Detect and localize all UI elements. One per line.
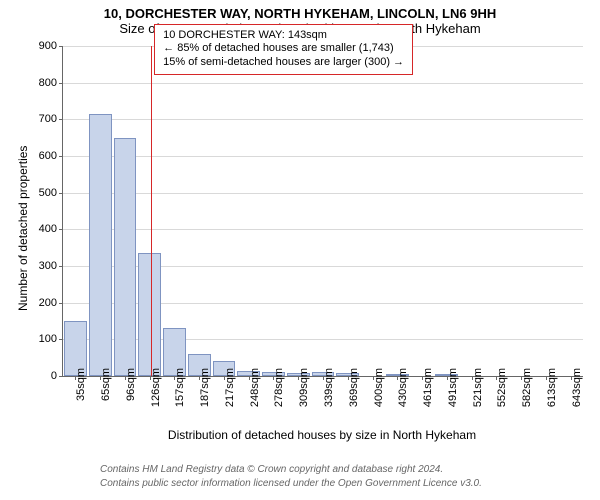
x-tick-label: 461sqm [422,368,434,407]
x-tick-label: 491sqm [447,368,459,407]
gridline [63,119,583,120]
x-tick-label: 521sqm [472,368,484,407]
x-tick-label: 339sqm [323,368,335,407]
footer-line-1: Contains HM Land Registry data © Crown c… [100,464,443,475]
annotation-line: 15% of semi-detached houses are larger (… [163,56,404,70]
gridline [63,83,583,84]
histogram-bar [89,114,112,376]
plot: 010020030040050060070080090035sqm65sqm96… [62,46,583,377]
x-tick-label: 96sqm [125,368,137,401]
x-tick-label: 430sqm [397,368,409,407]
marker-line [151,46,152,376]
x-axis-label: Distribution of detached houses by size … [62,428,582,442]
x-tick-label: 582sqm [521,368,533,407]
x-tick-label: 552sqm [496,368,508,407]
y-tick-label: 100 [23,333,57,345]
y-axis-label: Number of detached properties [16,146,30,311]
annotation-line: 10 DORCHESTER WAY: 143sqm [163,29,404,43]
y-tick-label: 700 [23,113,57,125]
chart-title: 10, DORCHESTER WAY, NORTH HYKEHAM, LINCO… [0,0,600,21]
x-tick-label: 278sqm [273,368,285,407]
x-tick-label: 248sqm [249,368,261,407]
gridline [63,156,583,157]
y-tick-label: 0 [23,370,57,382]
x-tick-label: 643sqm [571,368,583,407]
x-tick-label: 65sqm [100,368,112,401]
x-tick-label: 187sqm [199,368,211,407]
chart-area: 010020030040050060070080090035sqm65sqm96… [62,46,582,420]
gridline [63,193,583,194]
histogram-bar [114,138,137,376]
x-tick-label: 400sqm [373,368,385,407]
y-tick-label: 800 [23,77,57,89]
annotation-line: ← 85% of detached houses are smaller (1,… [163,42,404,56]
x-tick-label: 309sqm [298,368,310,407]
gridline [63,229,583,230]
footer-line-2: Contains public sector information licen… [100,478,482,489]
x-tick-label: 613sqm [546,368,558,407]
x-tick-label: 217sqm [224,368,236,407]
annotation-box: 10 DORCHESTER WAY: 143sqm← 85% of detach… [154,24,413,75]
y-tick-label: 900 [23,40,57,52]
histogram-bar [138,253,161,376]
x-tick-label: 157sqm [174,368,186,407]
x-tick-label: 369sqm [348,368,360,407]
x-tick-label: 35sqm [75,368,87,401]
